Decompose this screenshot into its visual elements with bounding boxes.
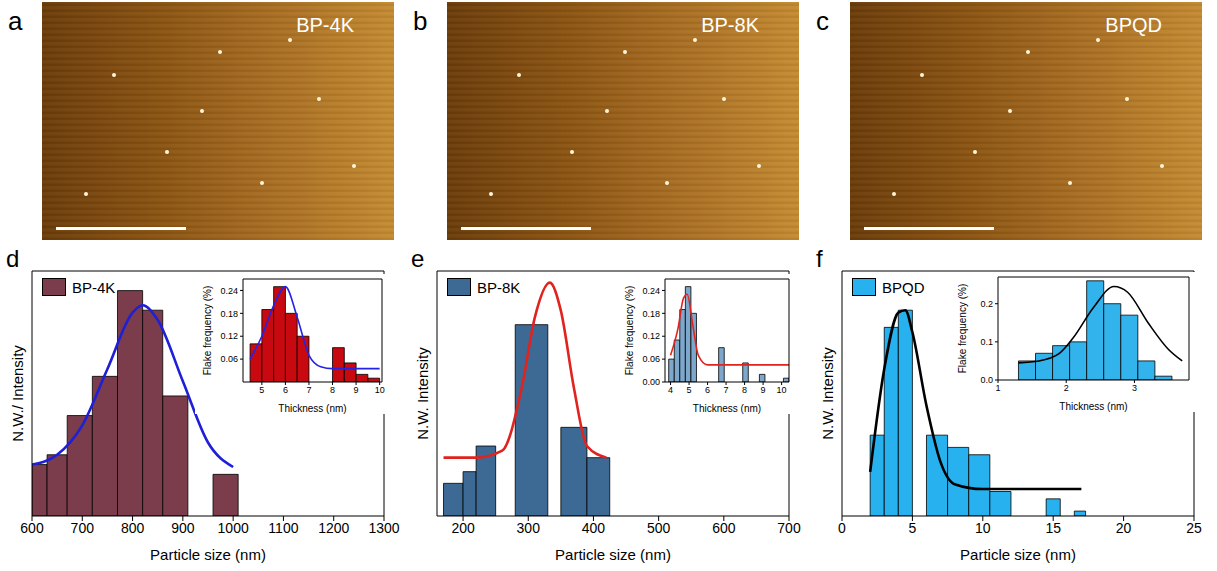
svg-text:8: 8 bbox=[742, 385, 747, 395]
svg-text:800: 800 bbox=[121, 520, 145, 536]
svg-text:0: 0 bbox=[838, 520, 846, 536]
svg-text:0.1: 0.1 bbox=[980, 337, 993, 347]
html-text:BP-4K: BP-4K bbox=[296, 14, 354, 36]
svg-text:700: 700 bbox=[71, 520, 95, 536]
svg-text:7: 7 bbox=[724, 385, 729, 395]
svg-text:700: 700 bbox=[777, 520, 801, 536]
svg-text:0.06: 0.06 bbox=[220, 354, 238, 364]
html-text:a: a bbox=[8, 6, 23, 36]
svg-text:200: 200 bbox=[451, 520, 475, 536]
svg-text:300: 300 bbox=[517, 520, 541, 536]
svg-text:10: 10 bbox=[777, 385, 787, 395]
svg-text:Particle size (nm): Particle size (nm) bbox=[555, 546, 671, 563]
svg-text:Particle size (nm): Particle size (nm) bbox=[150, 546, 266, 563]
svg-text:1000: 1000 bbox=[218, 520, 249, 536]
svg-text:0.0: 0.0 bbox=[980, 375, 993, 385]
svg-text:Thickness (nm): Thickness (nm) bbox=[278, 403, 346, 414]
svg-text:Flake frequency (%): Flake frequency (%) bbox=[202, 286, 213, 375]
svg-text:N.W. Intensity: N.W. Intensity bbox=[819, 347, 836, 440]
svg-text:10: 10 bbox=[375, 385, 385, 395]
svg-text:600: 600 bbox=[20, 520, 44, 536]
svg-text:Thickness (nm): Thickness (nm) bbox=[693, 403, 761, 414]
svg-text:1300: 1300 bbox=[368, 520, 399, 536]
svg-text:0.24: 0.24 bbox=[642, 286, 660, 296]
html-text:f: f bbox=[816, 245, 823, 272]
svg-text:9: 9 bbox=[354, 385, 359, 395]
svg-text:20: 20 bbox=[1116, 520, 1132, 536]
svg-text:6: 6 bbox=[705, 385, 710, 395]
svg-text:2: 2 bbox=[1064, 383, 1069, 393]
svg-text:0.00: 0.00 bbox=[642, 377, 660, 387]
html-text:b: b bbox=[413, 6, 428, 36]
svg-text:Flake frequency (%): Flake frequency (%) bbox=[624, 286, 635, 375]
html-text:BP-8K: BP-8K bbox=[701, 14, 759, 36]
svg-text:0.24: 0.24 bbox=[220, 286, 238, 296]
svg-text:6: 6 bbox=[283, 385, 288, 395]
svg-text:25: 25 bbox=[1186, 520, 1202, 536]
html-text:BP-8K: BP-8K bbox=[477, 278, 521, 296]
svg-text:N.W. Intensity: N.W. Intensity bbox=[414, 347, 431, 440]
svg-text:15: 15 bbox=[1045, 520, 1061, 536]
svg-text:900: 900 bbox=[171, 520, 195, 536]
svg-text:Particle size (nm): Particle size (nm) bbox=[960, 546, 1076, 563]
svg-text:1: 1 bbox=[995, 383, 1000, 393]
svg-text:1100: 1100 bbox=[268, 520, 298, 536]
svg-text:8: 8 bbox=[330, 385, 335, 395]
svg-text:0.12: 0.12 bbox=[220, 331, 238, 341]
svg-text:500: 500 bbox=[647, 520, 671, 536]
svg-text:4: 4 bbox=[668, 385, 673, 395]
svg-text:3: 3 bbox=[1132, 383, 1137, 393]
svg-text:Thickness (nm): Thickness (nm) bbox=[1059, 401, 1127, 412]
svg-text:5: 5 bbox=[259, 385, 264, 395]
svg-text:0.06: 0.06 bbox=[642, 354, 660, 364]
html-text:BPQD: BPQD bbox=[1105, 14, 1162, 36]
svg-text:10: 10 bbox=[975, 520, 991, 536]
svg-text:400: 400 bbox=[582, 520, 606, 536]
html-text:e: e bbox=[411, 245, 425, 272]
html-text:d: d bbox=[6, 245, 20, 272]
html-text:BP-4K: BP-4K bbox=[72, 278, 116, 296]
svg-text:0.12: 0.12 bbox=[642, 331, 660, 341]
svg-text:7: 7 bbox=[306, 385, 311, 395]
svg-text:0.2: 0.2 bbox=[980, 299, 993, 309]
svg-text:Flake frequency (%): Flake frequency (%) bbox=[957, 284, 968, 373]
html-text:BPQD: BPQD bbox=[882, 278, 925, 296]
svg-text:N.W./ Intensity: N.W./ Intensity bbox=[9, 345, 26, 442]
svg-text:5: 5 bbox=[687, 385, 692, 395]
svg-text:5: 5 bbox=[909, 520, 917, 536]
svg-text:1200: 1200 bbox=[318, 520, 349, 536]
html-text:c: c bbox=[816, 6, 829, 36]
svg-text:600: 600 bbox=[712, 520, 736, 536]
svg-text:0.18: 0.18 bbox=[220, 309, 238, 319]
svg-text:9: 9 bbox=[761, 385, 766, 395]
svg-text:0.18: 0.18 bbox=[642, 309, 660, 319]
